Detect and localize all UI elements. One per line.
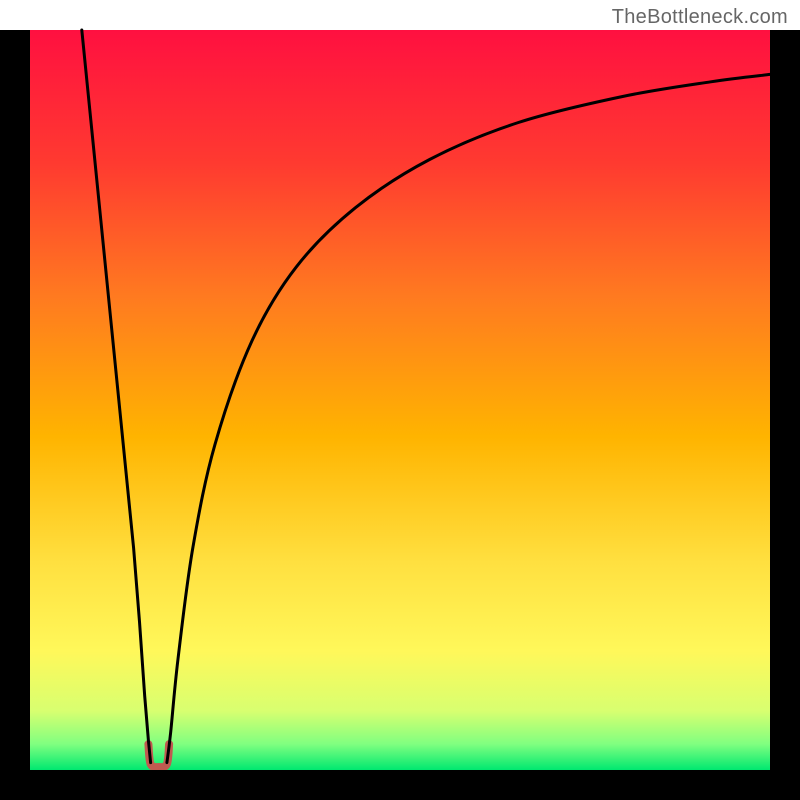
frame-bottom [0, 770, 800, 800]
watermark-text: TheBottleneck.com [612, 6, 788, 29]
chart-stage: TheBottleneck.com [0, 0, 800, 800]
frame-left [0, 30, 30, 800]
chart-svg [0, 0, 800, 800]
frame-right [770, 30, 800, 800]
